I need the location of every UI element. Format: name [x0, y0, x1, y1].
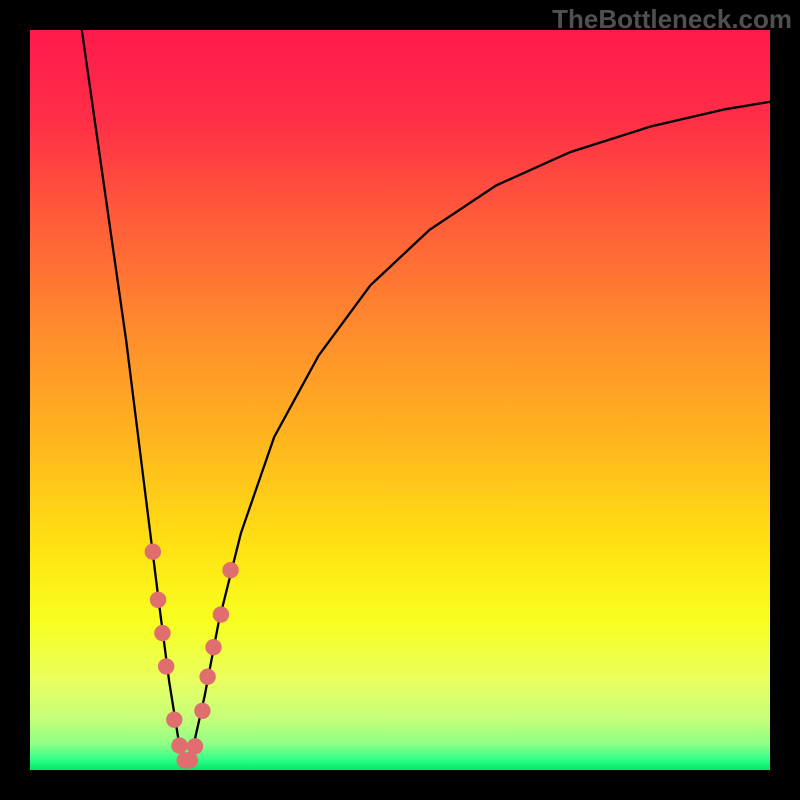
figure-root: TheBottleneck.com — [0, 0, 800, 800]
marker-point — [150, 592, 166, 608]
marker-group — [145, 544, 239, 769]
marker-point — [154, 625, 170, 641]
plot-area — [30, 30, 770, 770]
marker-point — [182, 752, 198, 768]
marker-point — [145, 544, 161, 560]
marker-point — [222, 562, 238, 578]
marker-point — [187, 738, 203, 754]
curve-right-branch — [185, 102, 770, 763]
curve-layer — [30, 30, 770, 770]
watermark-text: TheBottleneck.com — [552, 4, 792, 35]
marker-point — [205, 639, 221, 655]
marker-point — [199, 669, 215, 685]
marker-point — [158, 658, 174, 674]
marker-point — [171, 737, 187, 753]
curve-left-branch — [82, 30, 186, 763]
marker-point — [213, 606, 229, 622]
marker-point — [166, 711, 182, 727]
marker-point — [194, 703, 210, 719]
